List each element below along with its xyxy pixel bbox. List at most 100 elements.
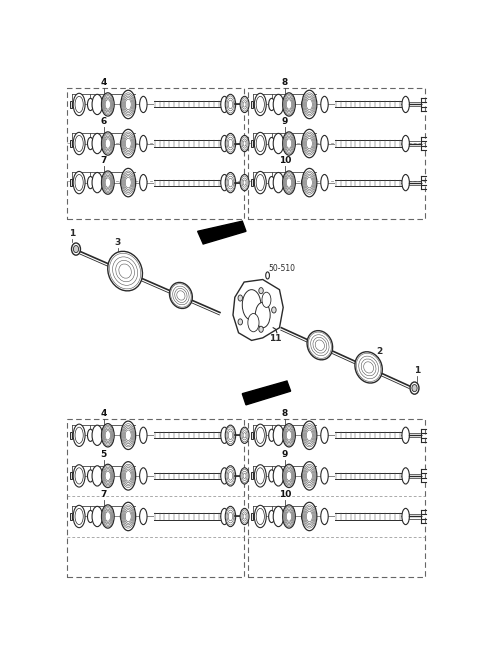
Ellipse shape bbox=[75, 427, 83, 444]
Ellipse shape bbox=[124, 428, 132, 442]
Ellipse shape bbox=[73, 171, 85, 194]
Bar bbox=[335, 140, 401, 146]
Ellipse shape bbox=[240, 175, 249, 190]
Ellipse shape bbox=[102, 466, 114, 486]
FancyBboxPatch shape bbox=[67, 88, 244, 219]
Ellipse shape bbox=[285, 97, 293, 112]
Ellipse shape bbox=[228, 139, 233, 148]
Ellipse shape bbox=[221, 427, 228, 444]
Ellipse shape bbox=[273, 506, 284, 527]
Ellipse shape bbox=[302, 462, 317, 490]
Ellipse shape bbox=[306, 136, 313, 150]
Ellipse shape bbox=[306, 138, 312, 149]
Ellipse shape bbox=[101, 505, 114, 528]
Ellipse shape bbox=[73, 424, 85, 446]
Ellipse shape bbox=[140, 135, 147, 152]
Ellipse shape bbox=[102, 94, 114, 115]
Ellipse shape bbox=[87, 510, 94, 523]
Bar bbox=[70, 432, 72, 439]
Ellipse shape bbox=[287, 471, 292, 480]
Ellipse shape bbox=[221, 135, 228, 152]
Polygon shape bbox=[233, 279, 283, 341]
Bar bbox=[154, 179, 220, 186]
Ellipse shape bbox=[226, 467, 235, 484]
Ellipse shape bbox=[102, 173, 114, 192]
Ellipse shape bbox=[283, 94, 295, 115]
Ellipse shape bbox=[238, 295, 242, 301]
Ellipse shape bbox=[306, 430, 312, 441]
Ellipse shape bbox=[256, 175, 264, 190]
Ellipse shape bbox=[238, 319, 242, 325]
Ellipse shape bbox=[105, 470, 111, 482]
Ellipse shape bbox=[104, 428, 112, 443]
Bar bbox=[251, 473, 253, 480]
Ellipse shape bbox=[306, 176, 313, 189]
Ellipse shape bbox=[225, 506, 236, 527]
Ellipse shape bbox=[412, 385, 417, 391]
Ellipse shape bbox=[75, 175, 83, 190]
Bar bbox=[253, 102, 255, 107]
Ellipse shape bbox=[259, 287, 263, 294]
Ellipse shape bbox=[122, 425, 134, 445]
Ellipse shape bbox=[122, 507, 134, 527]
Bar bbox=[70, 473, 72, 480]
Ellipse shape bbox=[287, 512, 292, 521]
Ellipse shape bbox=[286, 470, 292, 482]
Ellipse shape bbox=[305, 135, 314, 152]
Ellipse shape bbox=[304, 507, 315, 527]
Ellipse shape bbox=[302, 169, 317, 197]
Text: 50-510: 50-510 bbox=[268, 264, 295, 273]
Ellipse shape bbox=[283, 133, 295, 154]
Ellipse shape bbox=[306, 177, 312, 188]
Ellipse shape bbox=[101, 464, 114, 488]
Bar bbox=[251, 179, 253, 186]
Ellipse shape bbox=[124, 176, 132, 189]
Ellipse shape bbox=[243, 101, 246, 107]
Ellipse shape bbox=[92, 425, 102, 445]
Ellipse shape bbox=[256, 427, 264, 444]
Ellipse shape bbox=[269, 510, 275, 523]
Ellipse shape bbox=[226, 508, 235, 525]
Ellipse shape bbox=[87, 98, 94, 111]
Ellipse shape bbox=[121, 424, 135, 447]
FancyBboxPatch shape bbox=[248, 419, 425, 577]
Ellipse shape bbox=[240, 508, 249, 525]
Ellipse shape bbox=[226, 96, 235, 113]
Ellipse shape bbox=[283, 425, 295, 445]
Ellipse shape bbox=[92, 506, 102, 527]
Bar bbox=[72, 180, 74, 185]
Ellipse shape bbox=[269, 177, 275, 188]
Ellipse shape bbox=[302, 502, 317, 530]
Ellipse shape bbox=[72, 243, 81, 255]
Ellipse shape bbox=[108, 251, 143, 291]
Ellipse shape bbox=[287, 139, 292, 148]
Ellipse shape bbox=[140, 468, 147, 484]
Ellipse shape bbox=[241, 510, 248, 523]
Ellipse shape bbox=[305, 427, 314, 444]
Ellipse shape bbox=[103, 467, 113, 484]
Ellipse shape bbox=[123, 135, 133, 152]
Ellipse shape bbox=[125, 471, 131, 481]
Ellipse shape bbox=[305, 467, 314, 484]
Ellipse shape bbox=[255, 302, 270, 328]
Ellipse shape bbox=[105, 429, 111, 442]
Ellipse shape bbox=[120, 513, 124, 520]
Ellipse shape bbox=[305, 96, 314, 113]
Bar bbox=[253, 141, 255, 146]
Ellipse shape bbox=[242, 290, 261, 320]
Ellipse shape bbox=[284, 507, 294, 525]
Text: 4: 4 bbox=[100, 78, 107, 87]
Bar bbox=[335, 473, 401, 479]
Ellipse shape bbox=[123, 508, 133, 525]
Text: 5: 5 bbox=[100, 449, 107, 459]
Ellipse shape bbox=[321, 96, 328, 113]
Ellipse shape bbox=[122, 466, 134, 486]
Ellipse shape bbox=[140, 427, 147, 444]
Ellipse shape bbox=[123, 96, 133, 113]
Ellipse shape bbox=[105, 139, 110, 148]
Ellipse shape bbox=[285, 175, 293, 190]
Text: 7: 7 bbox=[100, 156, 107, 165]
Ellipse shape bbox=[242, 471, 247, 480]
Ellipse shape bbox=[248, 314, 259, 331]
Ellipse shape bbox=[105, 430, 110, 440]
